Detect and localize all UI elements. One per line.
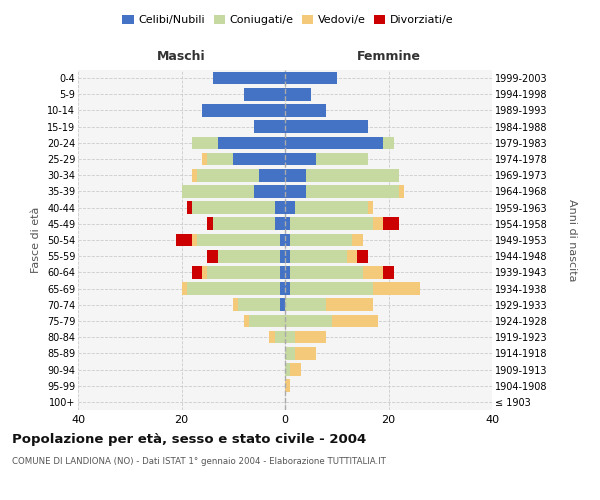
Bar — [202, 104, 285, 117]
Bar — [285, 218, 290, 230]
Bar — [285, 298, 326, 311]
Bar — [295, 347, 316, 360]
Bar — [306, 169, 399, 181]
Bar — [208, 218, 212, 230]
Bar — [383, 266, 394, 278]
Bar — [197, 169, 259, 181]
Bar — [290, 218, 373, 230]
Bar — [285, 136, 383, 149]
Bar — [187, 202, 192, 214]
Bar — [275, 218, 285, 230]
Bar — [285, 331, 295, 344]
Bar — [238, 298, 280, 311]
Bar — [275, 331, 285, 344]
Bar — [285, 282, 290, 295]
Bar — [259, 169, 285, 181]
Bar — [316, 152, 368, 166]
Bar — [244, 88, 285, 101]
Bar — [358, 250, 368, 262]
Bar — [197, 234, 280, 246]
Bar — [383, 218, 399, 230]
Bar — [182, 282, 187, 295]
Bar — [233, 298, 238, 311]
Bar — [285, 88, 311, 101]
Bar — [275, 202, 285, 214]
Bar — [280, 266, 285, 278]
Bar — [285, 380, 290, 392]
Bar — [212, 218, 275, 230]
Bar — [399, 185, 404, 198]
Bar — [285, 314, 332, 328]
Bar — [192, 202, 275, 214]
Bar — [212, 72, 285, 85]
Bar — [290, 282, 373, 295]
Bar — [192, 234, 197, 246]
Bar — [192, 136, 218, 149]
Bar — [285, 152, 316, 166]
Text: Popolazione per età, sesso e stato civile - 2004: Popolazione per età, sesso e stato civil… — [12, 432, 366, 446]
Bar — [202, 266, 208, 278]
Text: Femmine: Femmine — [356, 50, 421, 63]
Bar — [254, 120, 285, 133]
Bar — [290, 234, 352, 246]
Bar — [192, 266, 202, 278]
Bar — [290, 250, 347, 262]
Bar — [285, 169, 306, 181]
Bar — [362, 266, 383, 278]
Bar — [285, 120, 368, 133]
Bar — [280, 250, 285, 262]
Bar — [295, 202, 368, 214]
Bar — [192, 169, 197, 181]
Bar — [285, 202, 295, 214]
Bar — [285, 266, 290, 278]
Text: Maschi: Maschi — [157, 50, 206, 63]
Text: COMUNE DI LANDIONA (NO) - Dati ISTAT 1° gennaio 2004 - Elaborazione TUTTITALIA.I: COMUNE DI LANDIONA (NO) - Dati ISTAT 1° … — [12, 458, 386, 466]
Bar — [249, 314, 285, 328]
Bar — [368, 202, 373, 214]
Bar — [208, 250, 218, 262]
Bar — [280, 298, 285, 311]
Y-axis label: Anni di nascita: Anni di nascita — [567, 198, 577, 281]
Bar — [285, 363, 290, 376]
Bar — [332, 314, 378, 328]
Bar — [218, 136, 285, 149]
Bar — [182, 185, 254, 198]
Bar — [290, 363, 301, 376]
Bar — [208, 266, 280, 278]
Legend: Celibi/Nubili, Coniugati/e, Vedovi/e, Divorziati/e: Celibi/Nubili, Coniugati/e, Vedovi/e, Di… — [118, 10, 458, 30]
Bar — [233, 152, 285, 166]
Bar — [285, 72, 337, 85]
Bar — [280, 234, 285, 246]
Bar — [285, 185, 306, 198]
Bar — [285, 104, 326, 117]
Bar — [352, 234, 362, 246]
Bar — [285, 234, 290, 246]
Bar — [176, 234, 192, 246]
Y-axis label: Fasce di età: Fasce di età — [31, 207, 41, 273]
Bar — [285, 347, 295, 360]
Bar — [373, 218, 383, 230]
Bar — [306, 185, 399, 198]
Bar — [269, 331, 275, 344]
Bar — [208, 152, 233, 166]
Bar — [202, 152, 208, 166]
Bar — [326, 298, 373, 311]
Bar — [218, 250, 280, 262]
Bar — [347, 250, 358, 262]
Bar — [383, 136, 394, 149]
Bar — [290, 266, 362, 278]
Bar — [285, 250, 290, 262]
Bar — [295, 331, 326, 344]
Bar — [373, 282, 419, 295]
Bar — [187, 282, 280, 295]
Bar — [280, 282, 285, 295]
Bar — [244, 314, 249, 328]
Bar — [254, 185, 285, 198]
